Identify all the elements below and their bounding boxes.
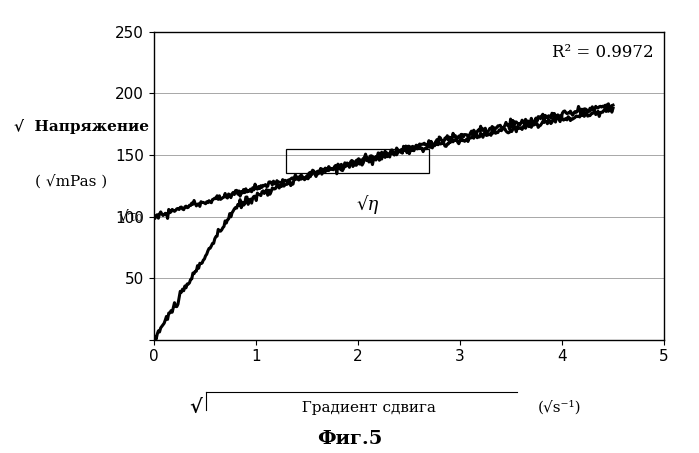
Text: (√s⁻¹): (√s⁻¹) (538, 400, 581, 415)
Text: √η: √η (357, 196, 380, 214)
Text: √τ₀: √τ₀ (119, 210, 143, 223)
Bar (287, 149, 429, 173)
Text: Градиент сдвига: Градиент сдвига (291, 401, 435, 414)
Text: √: √ (189, 399, 202, 417)
Text: ( √mPas ): ( √mPas ) (35, 174, 107, 188)
Text: Фиг.5: Фиг.5 (317, 430, 382, 448)
Text: √  Напряжение: √ Напряжение (14, 119, 149, 135)
Text: R² = 0.9972: R² = 0.9972 (552, 44, 654, 61)
